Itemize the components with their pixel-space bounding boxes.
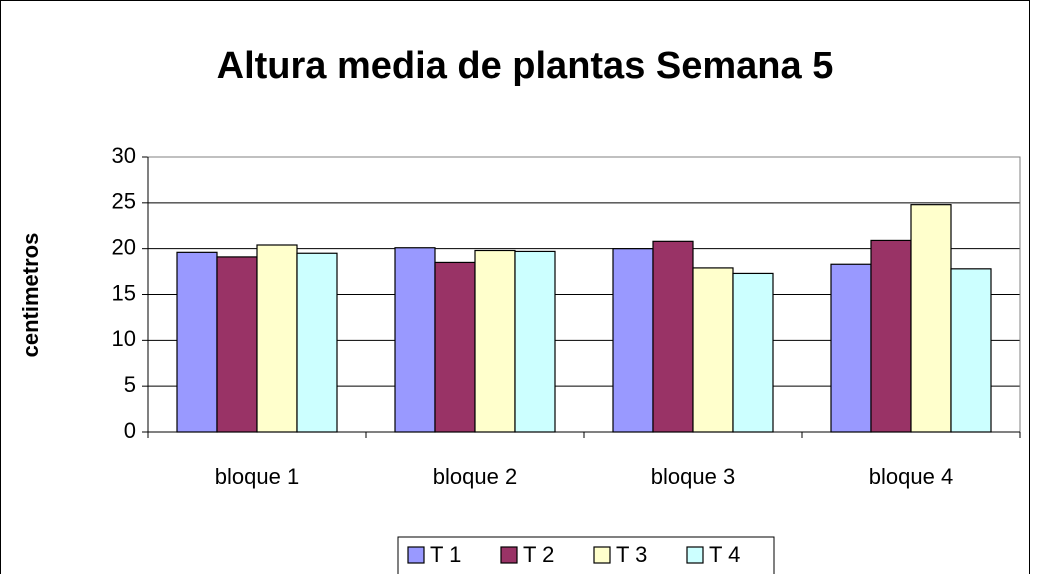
legend-label: T 4 xyxy=(709,542,740,567)
x-tick-label: bloque 3 xyxy=(651,464,735,489)
bar xyxy=(474,249,516,433)
y-axis-label: centimetros xyxy=(18,233,43,358)
bar xyxy=(216,256,258,433)
legend-label: T 3 xyxy=(616,542,647,567)
bar xyxy=(732,272,774,433)
bar xyxy=(256,244,298,433)
legend-swatch xyxy=(686,546,704,564)
legend-label: T 2 xyxy=(523,542,554,567)
y-tick-label: 15 xyxy=(112,280,136,305)
y-tick-label: 20 xyxy=(112,234,136,259)
y-tick-label: 25 xyxy=(112,189,136,214)
y-tick-label: 0 xyxy=(124,418,136,443)
legend-swatch xyxy=(407,546,425,564)
x-tick-label: bloque 4 xyxy=(869,464,953,489)
legend-swatch xyxy=(593,546,611,564)
bar xyxy=(514,250,556,433)
legend-swatch xyxy=(500,546,518,564)
x-tick-label: bloque 2 xyxy=(433,464,517,489)
bar xyxy=(910,204,952,433)
bar xyxy=(296,252,338,433)
y-tick-label: 30 xyxy=(112,143,136,168)
bar xyxy=(394,247,436,433)
legend-label: T 1 xyxy=(430,542,461,567)
bar xyxy=(176,251,218,433)
bar xyxy=(612,248,654,433)
x-tick-label: bloque 1 xyxy=(215,464,299,489)
bar xyxy=(434,261,476,433)
bar xyxy=(830,263,872,433)
bar xyxy=(870,239,912,433)
bar xyxy=(652,240,694,433)
chart-title: Altura media de plantas Semana 5 xyxy=(217,45,834,87)
y-tick-label: 5 xyxy=(124,372,136,397)
y-tick-label: 10 xyxy=(112,326,136,351)
legend-box xyxy=(397,536,775,574)
bar xyxy=(692,267,734,433)
bar xyxy=(950,268,992,433)
